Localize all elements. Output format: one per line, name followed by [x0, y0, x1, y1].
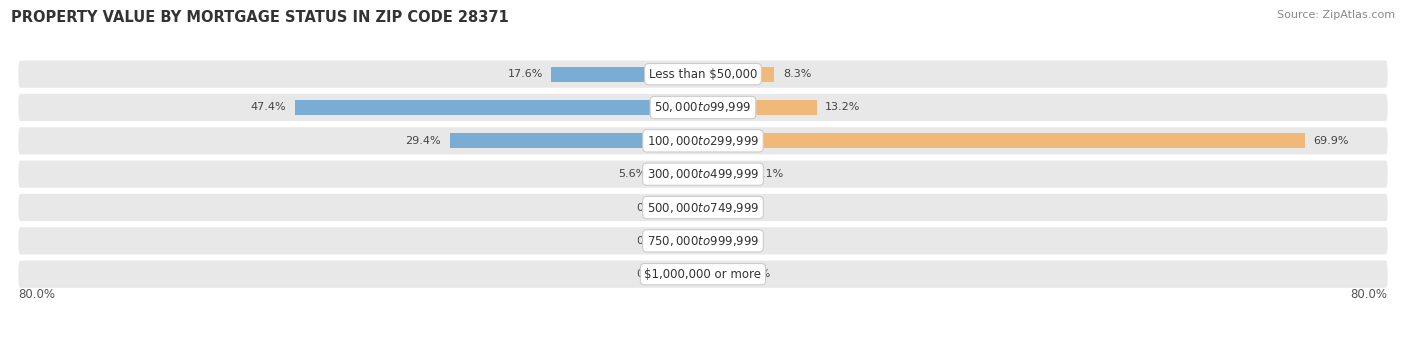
- Text: 80.0%: 80.0%: [18, 288, 55, 301]
- FancyBboxPatch shape: [17, 192, 1389, 223]
- FancyBboxPatch shape: [17, 92, 1389, 123]
- FancyBboxPatch shape: [17, 259, 1389, 290]
- FancyBboxPatch shape: [17, 159, 1389, 189]
- Text: $1,000,000 or more: $1,000,000 or more: [644, 268, 762, 281]
- FancyBboxPatch shape: [17, 125, 1389, 156]
- Text: 13.2%: 13.2%: [825, 102, 860, 113]
- Bar: [551, 67, 703, 82]
- Text: Less than $50,000: Less than $50,000: [648, 68, 758, 81]
- Bar: [703, 100, 817, 115]
- Bar: [673, 267, 703, 282]
- Text: 80.0%: 80.0%: [1351, 288, 1388, 301]
- Text: 5.6%: 5.6%: [617, 169, 647, 179]
- Bar: [703, 167, 747, 182]
- Bar: [295, 100, 703, 115]
- Text: 17.6%: 17.6%: [508, 69, 543, 79]
- Text: 0.84%: 0.84%: [718, 203, 755, 212]
- Bar: [703, 67, 775, 82]
- Text: 0.0%: 0.0%: [636, 236, 664, 246]
- Bar: [673, 200, 703, 215]
- Text: 0.0%: 0.0%: [636, 269, 664, 279]
- Text: 29.4%: 29.4%: [405, 136, 441, 146]
- Text: $300,000 to $499,999: $300,000 to $499,999: [647, 167, 759, 181]
- Text: 69.9%: 69.9%: [1313, 136, 1350, 146]
- Bar: [703, 233, 725, 248]
- Text: $50,000 to $99,999: $50,000 to $99,999: [654, 101, 752, 115]
- Text: 5.1%: 5.1%: [755, 169, 783, 179]
- Text: $750,000 to $999,999: $750,000 to $999,999: [647, 234, 759, 248]
- Text: PROPERTY VALUE BY MORTGAGE STATUS IN ZIP CODE 28371: PROPERTY VALUE BY MORTGAGE STATUS IN ZIP…: [11, 10, 509, 25]
- Text: $500,000 to $749,999: $500,000 to $749,999: [647, 201, 759, 215]
- Bar: [673, 233, 703, 248]
- Text: 0.0%: 0.0%: [636, 203, 664, 212]
- Text: $100,000 to $299,999: $100,000 to $299,999: [647, 134, 759, 148]
- FancyBboxPatch shape: [17, 59, 1389, 89]
- Bar: [703, 267, 733, 282]
- Text: 47.4%: 47.4%: [250, 102, 287, 113]
- Text: Source: ZipAtlas.com: Source: ZipAtlas.com: [1277, 10, 1395, 20]
- FancyBboxPatch shape: [17, 225, 1389, 256]
- Bar: [655, 167, 703, 182]
- Bar: [450, 133, 703, 148]
- Bar: [703, 133, 1305, 148]
- Text: 0.0%: 0.0%: [742, 269, 770, 279]
- Text: 8.3%: 8.3%: [783, 69, 811, 79]
- Bar: [703, 200, 710, 215]
- Text: 2.6%: 2.6%: [734, 236, 762, 246]
